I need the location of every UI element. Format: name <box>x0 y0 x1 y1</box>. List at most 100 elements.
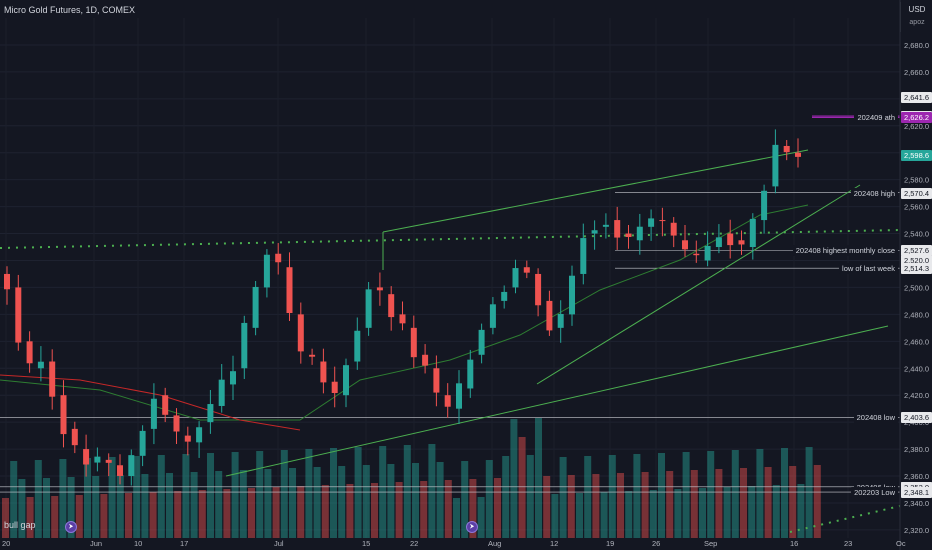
candle-body <box>704 245 711 261</box>
candle-body <box>557 313 564 328</box>
volume-bar <box>436 462 444 538</box>
event-marker-icon[interactable]: ⮞ <box>466 521 478 533</box>
volume-bar <box>297 486 305 538</box>
candles <box>4 129 801 486</box>
volume-bar <box>100 494 108 538</box>
volume-bar <box>805 447 813 538</box>
grid <box>0 18 901 538</box>
volume-bar <box>133 456 141 538</box>
price-tag: 2,626.2 <box>901 112 932 124</box>
volume-bar <box>600 492 608 538</box>
price-tick: 2,680.0 <box>904 41 929 50</box>
volume-bar <box>699 488 706 538</box>
volume-bar <box>346 484 354 538</box>
candle-body <box>670 222 677 236</box>
candle-body <box>275 253 282 263</box>
candle-body <box>444 395 451 407</box>
level-label: 202408 high <box>850 187 898 199</box>
volume-bar <box>313 467 321 538</box>
price-tag: 2,598.6 <box>901 149 932 161</box>
level-label: 202408 low <box>853 412 898 424</box>
price-tag: 2,403.6 <box>901 412 932 424</box>
unit-label: apoz <box>909 19 925 26</box>
candle-body <box>105 459 112 463</box>
volume-bar <box>141 474 149 538</box>
time-tick: 19 <box>606 539 614 548</box>
time-tick: Sep <box>704 539 717 548</box>
candle-body <box>648 218 655 227</box>
candle-body <box>410 327 417 358</box>
volume-bar <box>772 485 780 538</box>
currency-menu[interactable]: USD apoz <box>900 2 932 32</box>
volume-bar <box>10 461 18 538</box>
candle-body <box>71 428 78 446</box>
volume-bar <box>231 452 239 538</box>
price-tag: 2,570.4 <box>901 187 932 199</box>
volume-bar <box>43 478 50 538</box>
candle-body <box>241 322 248 369</box>
volume-bar <box>305 449 313 538</box>
candle-body <box>297 314 304 352</box>
candle-body <box>749 218 756 248</box>
candle-body <box>162 395 169 415</box>
candle-body <box>478 329 485 355</box>
volume-bar <box>207 453 214 538</box>
candle-body <box>173 415 180 432</box>
volume-bar <box>51 496 59 538</box>
volume-bar <box>166 473 173 538</box>
candle-body <box>218 379 225 406</box>
volume-bar <box>75 495 83 538</box>
time-tick: 10 <box>134 539 142 548</box>
price-tick: 2,540.0 <box>904 230 929 239</box>
time-tick: 23 <box>844 539 852 548</box>
volume-bar <box>387 464 395 538</box>
volume-bar <box>797 484 805 538</box>
bull-gap-label: bull gap <box>4 520 36 530</box>
candle-body <box>230 371 236 385</box>
candle-body <box>546 300 553 331</box>
volume-bar <box>625 491 633 538</box>
candle-body <box>49 361 56 397</box>
volume-bar <box>641 472 649 538</box>
candle-body <box>761 190 768 221</box>
volume-bar <box>633 454 641 538</box>
volume-bar <box>469 479 477 538</box>
volume-bar <box>2 498 9 538</box>
price-tick: 2,460.0 <box>904 337 929 346</box>
candle-body <box>388 294 395 318</box>
volume-bar <box>510 419 518 538</box>
volume-bar <box>289 468 296 538</box>
event-marker-icon[interactable]: ⮞ <box>65 521 77 533</box>
dotted-trendline <box>789 505 901 533</box>
volume-bar <box>453 498 460 538</box>
level-label: 202408 highest monthly close <box>792 245 898 257</box>
volume-bar <box>215 471 223 538</box>
candle-body <box>150 398 157 429</box>
volume-bar <box>674 489 682 538</box>
candle-body <box>795 152 801 157</box>
volume-bar <box>526 455 534 538</box>
volume-bar <box>813 465 821 538</box>
volume-bar <box>362 465 370 538</box>
candle-body <box>94 456 101 463</box>
candle-body <box>128 455 135 477</box>
volume-bar <box>108 457 116 538</box>
time-tick: Jul <box>274 539 284 548</box>
candle-body <box>343 365 349 396</box>
volume-bar <box>428 444 436 538</box>
time-tick: 16 <box>790 539 798 548</box>
volume-bar <box>748 486 756 538</box>
volume-bar <box>789 466 797 538</box>
candle-body <box>196 427 203 443</box>
volume-bar <box>740 468 747 538</box>
volume-bar <box>485 460 493 538</box>
price-tag: 2,348.1 <box>901 487 932 499</box>
volume-bar <box>494 478 501 538</box>
time-tick: 17 <box>180 539 188 548</box>
price-tick: 2,660.0 <box>904 68 929 77</box>
candle-body <box>399 314 406 324</box>
trendline <box>225 325 889 477</box>
candle-body <box>569 275 575 315</box>
candle-body <box>727 233 734 246</box>
